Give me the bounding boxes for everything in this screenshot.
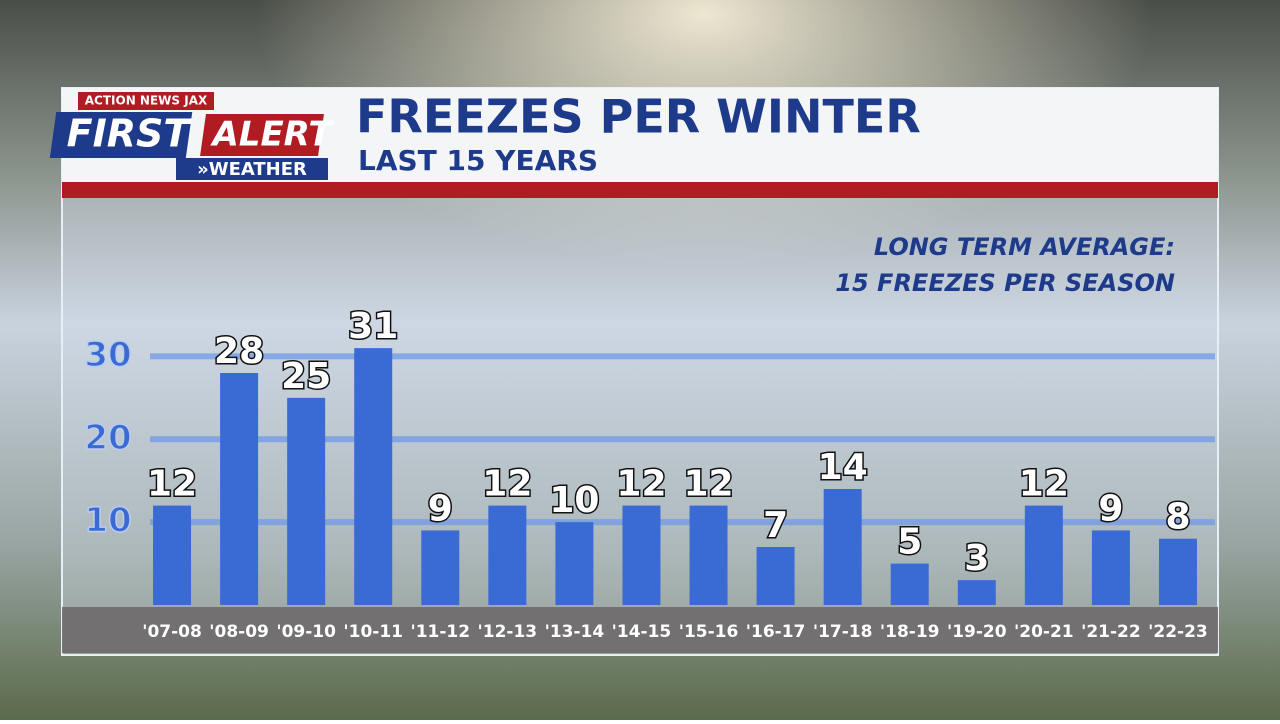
x-tick-label: '11-12 [410,622,470,642]
x-tick-label: '17-18 [813,622,873,642]
bar [756,547,795,605]
y-tick-label: 20 [84,418,131,458]
bar [1024,505,1063,605]
data-label: 12 [482,464,532,505]
data-label: 25 [281,356,331,397]
bar [823,489,862,605]
logo-alert-bg [200,114,324,156]
bar [555,522,594,605]
chart-subtitle: LAST 15 YEARS [358,144,598,177]
data-label: 14 [818,447,868,488]
data-label: 28 [214,331,264,372]
logo-weather: »WEATHER [197,159,307,180]
data-label: 7 [763,505,788,546]
x-tick-label: '20-21 [1014,622,1074,642]
logo-first: FIRST [67,112,193,156]
x-tick-label: '09-10 [276,622,336,642]
x-tick-label: '10-11 [343,622,403,642]
bar [153,505,192,605]
data-label: 9 [428,488,453,529]
logo-first-bg [49,112,193,158]
x-tick-label: '19-20 [947,622,1007,642]
data-label: 5 [897,522,922,563]
chart-title: FREEZES PER WINTER [356,90,921,144]
data-label: 9 [1098,488,1123,529]
logo-weather-bg [176,158,328,180]
x-tick-label: '14-15 [612,622,672,642]
x-tick-label: '13-14 [545,622,605,642]
x-tick-label: '22-23 [1148,622,1208,642]
x-tick-label: '15-16 [679,622,739,642]
data-label: 12 [616,464,666,505]
x-axis-band [62,607,1218,653]
data-label: 12 [683,464,733,505]
data-label: 3 [964,538,989,579]
bar [1091,530,1130,605]
logo-network: ACTION NEWS JAX [85,94,208,108]
bar [622,505,661,605]
bar [220,373,259,605]
bar [421,530,460,605]
header-stripe [62,182,1218,198]
x-tick-label: '16-17 [746,622,806,642]
bar [1158,538,1197,605]
data-label: 31 [348,306,398,347]
bar [957,580,996,605]
annotation: LONG TERM AVERAGE: [874,233,1175,261]
data-label: 12 [147,464,197,505]
bar [488,505,527,605]
data-label: 10 [549,480,599,521]
bar [287,397,326,605]
y-tick-label: 10 [84,501,131,541]
data-label: 12 [1019,464,1069,505]
bar [890,563,929,605]
y-tick-label: 30 [84,335,131,375]
logo-network-bg [78,92,214,110]
data-label: 8 [1165,497,1190,538]
x-tick-label: '08-09 [209,622,269,642]
annotation: 15 FREEZES PER SEASON [835,269,1175,297]
x-tick-label: '18-19 [880,622,940,642]
x-tick-label: '21-22 [1081,622,1141,642]
bar [689,505,728,605]
x-tick-label: '12-13 [478,622,538,642]
bar [354,348,393,605]
x-tick-label: '07-08 [142,622,202,642]
logo-alert: ALERT [209,115,334,155]
logo: ACTION NEWS JAX FIRST ALERT »WEATHER [49,92,334,180]
